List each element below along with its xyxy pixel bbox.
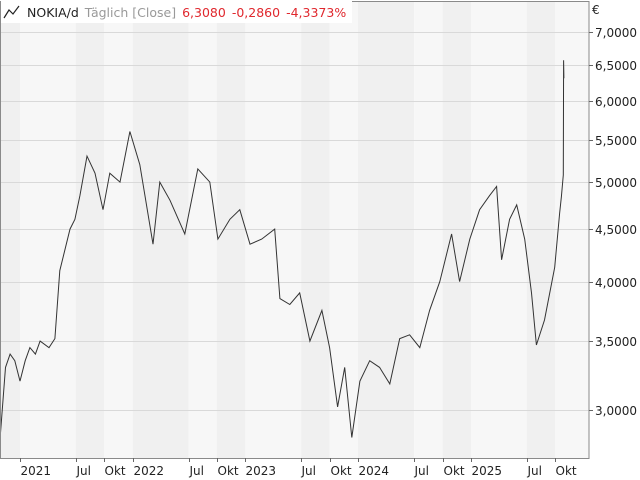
x-tick-label: Okt [556, 464, 577, 478]
x-tick-label: 2023 [246, 464, 277, 478]
x-tick-label: Okt [105, 464, 126, 478]
price-line [0, 60, 565, 441]
y-axis: 3,0000 3,5000 4,0000 4,5000 5,0000 5,5000 6,00… [589, 26, 637, 418]
x-tick-label: Jul [301, 464, 316, 478]
y-tick-label: 5,5000 [595, 134, 637, 148]
y-tick-label: 7,0000 [595, 26, 637, 40]
x-tick-label: Jul [414, 464, 429, 478]
x-tick-label: Okt [218, 464, 239, 478]
price-change: -0,2860 [231, 4, 281, 20]
y-tick-label: 3,5000 [595, 335, 637, 349]
y-tick-label: 6,5000 [595, 59, 637, 73]
x-tick-label: 2022 [134, 464, 165, 478]
x-tick-label: 2021 [21, 464, 52, 478]
x-tick-label: Jul [76, 464, 91, 478]
x-axis: 2021 Jul Okt 2022 Jul Okt 2023 Jul Okt 2024 Jul Okt… [20, 458, 577, 478]
x-tick-label: Okt [331, 464, 352, 478]
y-tick-label: 4,0000 [595, 276, 637, 290]
currency-label: € [592, 3, 600, 17]
x-tick-label: Okt [444, 464, 465, 478]
y-tick-label: 3,0000 [595, 404, 637, 418]
y-tick-label: 4,5000 [595, 223, 637, 237]
symbol-label: NOKIA/d [27, 4, 79, 20]
grid-lines [0, 32, 589, 411]
x-tick-label: 2024 [359, 464, 390, 478]
x-tick-label: 2025 [472, 464, 503, 478]
y-tick-label: 5,0000 [595, 176, 637, 190]
line-chart-icon [3, 5, 20, 19]
y-tick-label: 6,0000 [595, 95, 637, 109]
x-tick-label: Jul [527, 464, 542, 478]
price-change-pct: -4,3373% [286, 4, 347, 20]
last-price: 6,3080 [182, 4, 226, 20]
chart-header: NOKIA/d Täglich [Close] 6,3080 -0,2860 -… [1, 1, 353, 23]
interval-label: Täglich [Close] [84, 4, 177, 20]
x-tick-label: Jul [189, 464, 204, 478]
